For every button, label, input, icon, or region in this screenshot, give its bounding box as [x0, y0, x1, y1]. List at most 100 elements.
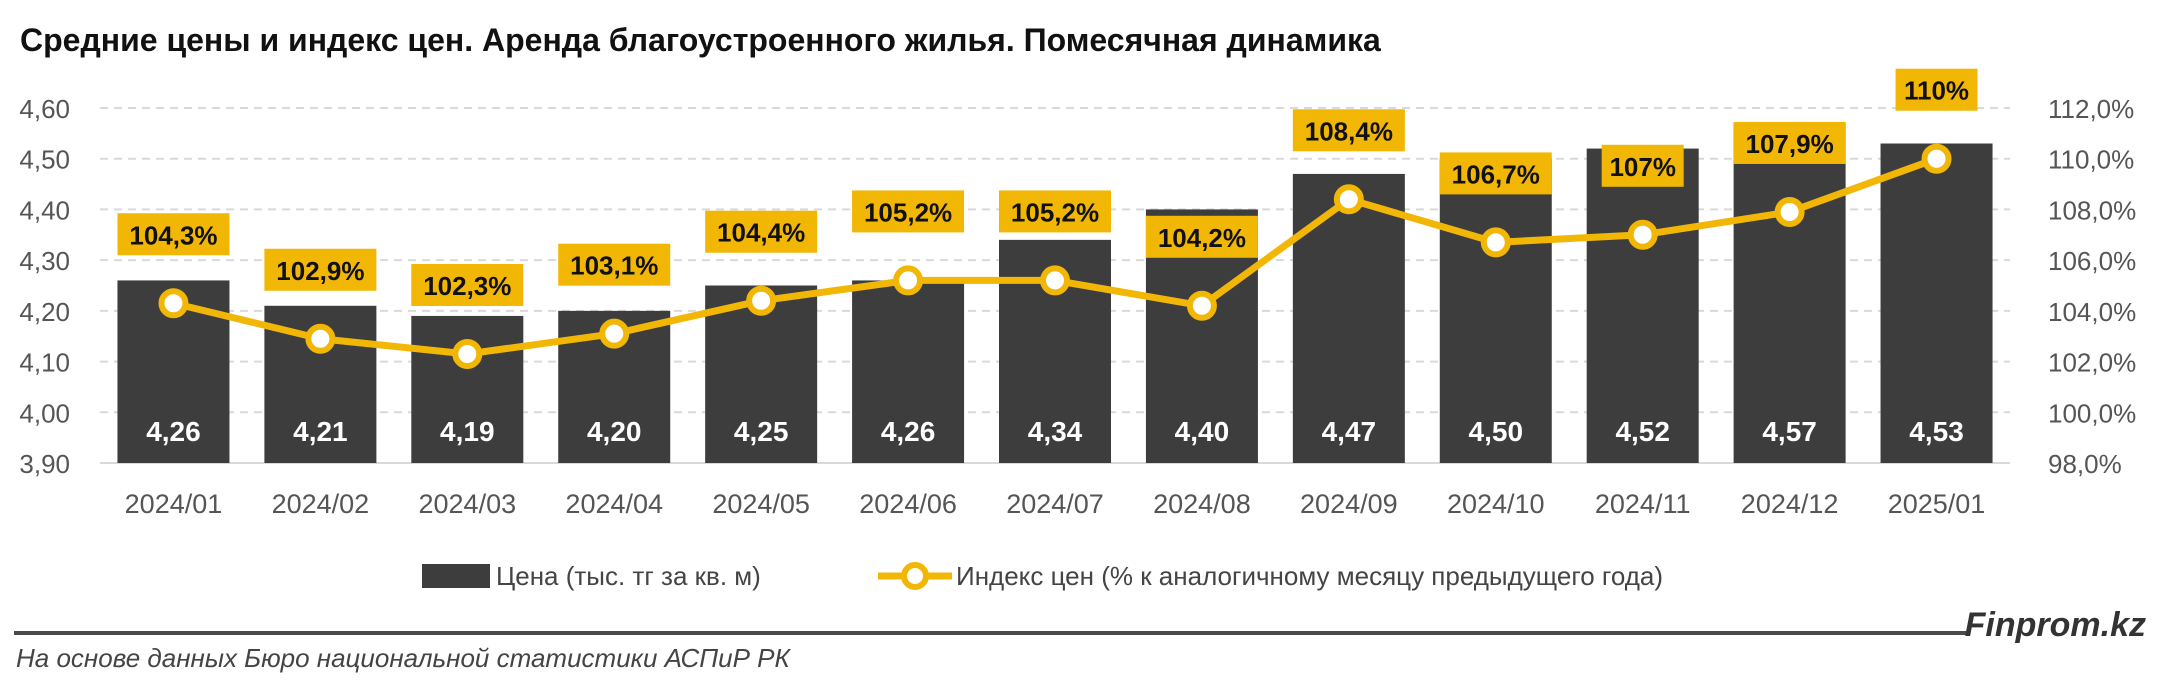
- bar: [1733, 123, 1846, 463]
- line-marker: [305, 323, 336, 354]
- footer-divider: [14, 631, 1969, 635]
- x-tick-label: 2024/11: [1595, 489, 1691, 519]
- y-left-tick-label: 4,10: [19, 348, 70, 378]
- bar: [852, 280, 965, 463]
- bar-value-labels: 4,26 4,21 4,19 4,20 4,25 4,26 4,34 4,40 4,47 4,50…: [146, 416, 1964, 447]
- line-label-box: [1292, 109, 1405, 152]
- y-axis-left: 4,60 4,50 4,40 4,30 4,20 4,10 4,00 3,90: [19, 94, 70, 479]
- line-marker: [599, 318, 630, 349]
- line-label-box: [117, 213, 230, 256]
- bar: [1439, 158, 1552, 463]
- y-left-tick-label: 4,00: [19, 398, 70, 428]
- bar-value-label: 4,19: [440, 416, 495, 447]
- line-series: [158, 143, 1952, 369]
- line-marker: [1186, 290, 1217, 321]
- line-value-label: 108,4%: [1305, 116, 1393, 146]
- y-right-tick-label: 100,0%: [2048, 398, 2136, 428]
- line-value-label: 107%: [1609, 152, 1676, 182]
- line-marker: [1774, 196, 1805, 227]
- line-label-box: [1895, 68, 1978, 111]
- bar-value-label: 4,25: [734, 416, 789, 447]
- y-right-tick-label: 110,0%: [2048, 145, 2134, 175]
- y-right-tick-label: 104,0%: [2048, 297, 2136, 327]
- bar-value-label: 4,47: [1322, 416, 1377, 447]
- line-marker: [1627, 219, 1658, 250]
- line-value-label: 104,4%: [717, 218, 805, 248]
- x-tick-label: 2025/01: [1888, 489, 1986, 519]
- line-value-label: 102,3%: [423, 271, 511, 301]
- line-label-box: [1145, 215, 1258, 258]
- bar-value-label: 4,40: [1175, 416, 1230, 447]
- line-value-label: 103,1%: [570, 251, 658, 281]
- bar: [1880, 143, 1993, 463]
- x-tick-label: 2024/03: [419, 489, 517, 519]
- line-marker: [1480, 227, 1511, 258]
- bar-value-label: 4,50: [1469, 416, 1524, 447]
- line-label-box: [1733, 121, 1846, 164]
- x-tick-label: 2024/04: [565, 489, 663, 519]
- line-label-box: [411, 263, 524, 306]
- x-tick-label: 2024/05: [712, 489, 810, 519]
- line-value-label: 106,7%: [1452, 159, 1540, 189]
- line-marker: [1040, 265, 1070, 296]
- legend-line-marker: [901, 562, 929, 590]
- x-tick-label: 2024/12: [1741, 489, 1839, 519]
- y-right-tick-label: 106,0%: [2048, 246, 2136, 276]
- bar-value-label: 4,57: [1762, 416, 1817, 447]
- bar-value-label: 4,26: [146, 416, 201, 447]
- line-value-label: 105,2%: [1011, 197, 1099, 227]
- line-marker: [893, 265, 924, 296]
- y-left-tick-label: 4,30: [19, 246, 70, 276]
- legend-bar-label: Цена (тыс. тг за кв. м): [496, 561, 761, 591]
- line-value-label: 107,9%: [1746, 129, 1834, 159]
- x-tick-label: 2024/02: [272, 489, 370, 519]
- line-value-label: 105,2%: [864, 197, 952, 227]
- bar-value-label: 4,20: [587, 416, 642, 447]
- line-label-box: [852, 190, 965, 233]
- x-axis: 2024/01 2024/02 2024/03 2024/04 2024/05 2024/…: [125, 489, 1986, 519]
- line-value-label: 102,9%: [276, 256, 364, 286]
- bar-value-label: 4,52: [1615, 416, 1670, 447]
- x-tick-label: 2024/08: [1153, 489, 1251, 519]
- y-left-tick-label: 4,60: [19, 94, 70, 124]
- line-label-box: [558, 243, 671, 286]
- line-marker: [158, 288, 189, 319]
- x-tick-label: 2024/07: [1006, 489, 1104, 519]
- y-left-tick-label: 4,50: [19, 145, 70, 175]
- legend-bar-swatch: [422, 564, 490, 588]
- y-left-tick-label: 4,20: [19, 297, 70, 327]
- bar: [1586, 148, 1699, 464]
- bar-value-label: 4,34: [1028, 416, 1083, 447]
- line-label-box: [1601, 144, 1684, 187]
- line-value-label: 110%: [1904, 76, 1969, 106]
- line-label-box: [999, 190, 1111, 233]
- x-tick-label: 2024/06: [859, 489, 957, 519]
- line-marker: [746, 285, 777, 316]
- legend: Цена (тыс. тг за кв. м) Индекс цен (% к а…: [422, 561, 1663, 591]
- bar-value-label: 4,26: [881, 416, 936, 447]
- line-value-label: 104,3%: [129, 220, 217, 250]
- x-tick-label: 2024/09: [1300, 489, 1398, 519]
- y-right-tick-label: 102,0%: [2048, 348, 2136, 378]
- y-axis-right: 112,0% 110,0% 108,0% 106,0% 104,0% 102,0% 100,…: [2048, 94, 2136, 479]
- legend-line-label: Индекс цен (% к аналогичному месяцу пред…: [956, 561, 1663, 591]
- line-label-box: [264, 248, 377, 291]
- bar-value-label: 4,21: [293, 416, 348, 447]
- y-left-tick-label: 4,40: [19, 195, 70, 225]
- line-marker: [452, 338, 483, 369]
- y-right-tick-label: 112,0%: [2048, 94, 2134, 124]
- x-tick-label: 2024/01: [125, 489, 223, 519]
- y-right-tick-label: 108,0%: [2048, 195, 2136, 225]
- brand-logo-text: Finprom.kz: [1964, 606, 2146, 644]
- line-value-label: 104,2%: [1158, 223, 1246, 253]
- y-right-tick-label: 98,0%: [2048, 449, 2122, 479]
- line-value-labels: 104,3% 102,9% 102,3% 103,1% 104,4% 105,2% 105,…: [117, 68, 1978, 306]
- line-marker: [1921, 143, 1952, 174]
- chart-title: Средние цены и индекс цен. Аренда благоу…: [20, 22, 1381, 58]
- source-note: На основе данных Бюро национальной стати…: [16, 643, 790, 673]
- x-tick-label: 2024/10: [1447, 489, 1545, 519]
- line-label-box: [705, 210, 818, 253]
- bar-value-label: 4,53: [1909, 416, 1964, 447]
- line-label-box: [1439, 152, 1552, 195]
